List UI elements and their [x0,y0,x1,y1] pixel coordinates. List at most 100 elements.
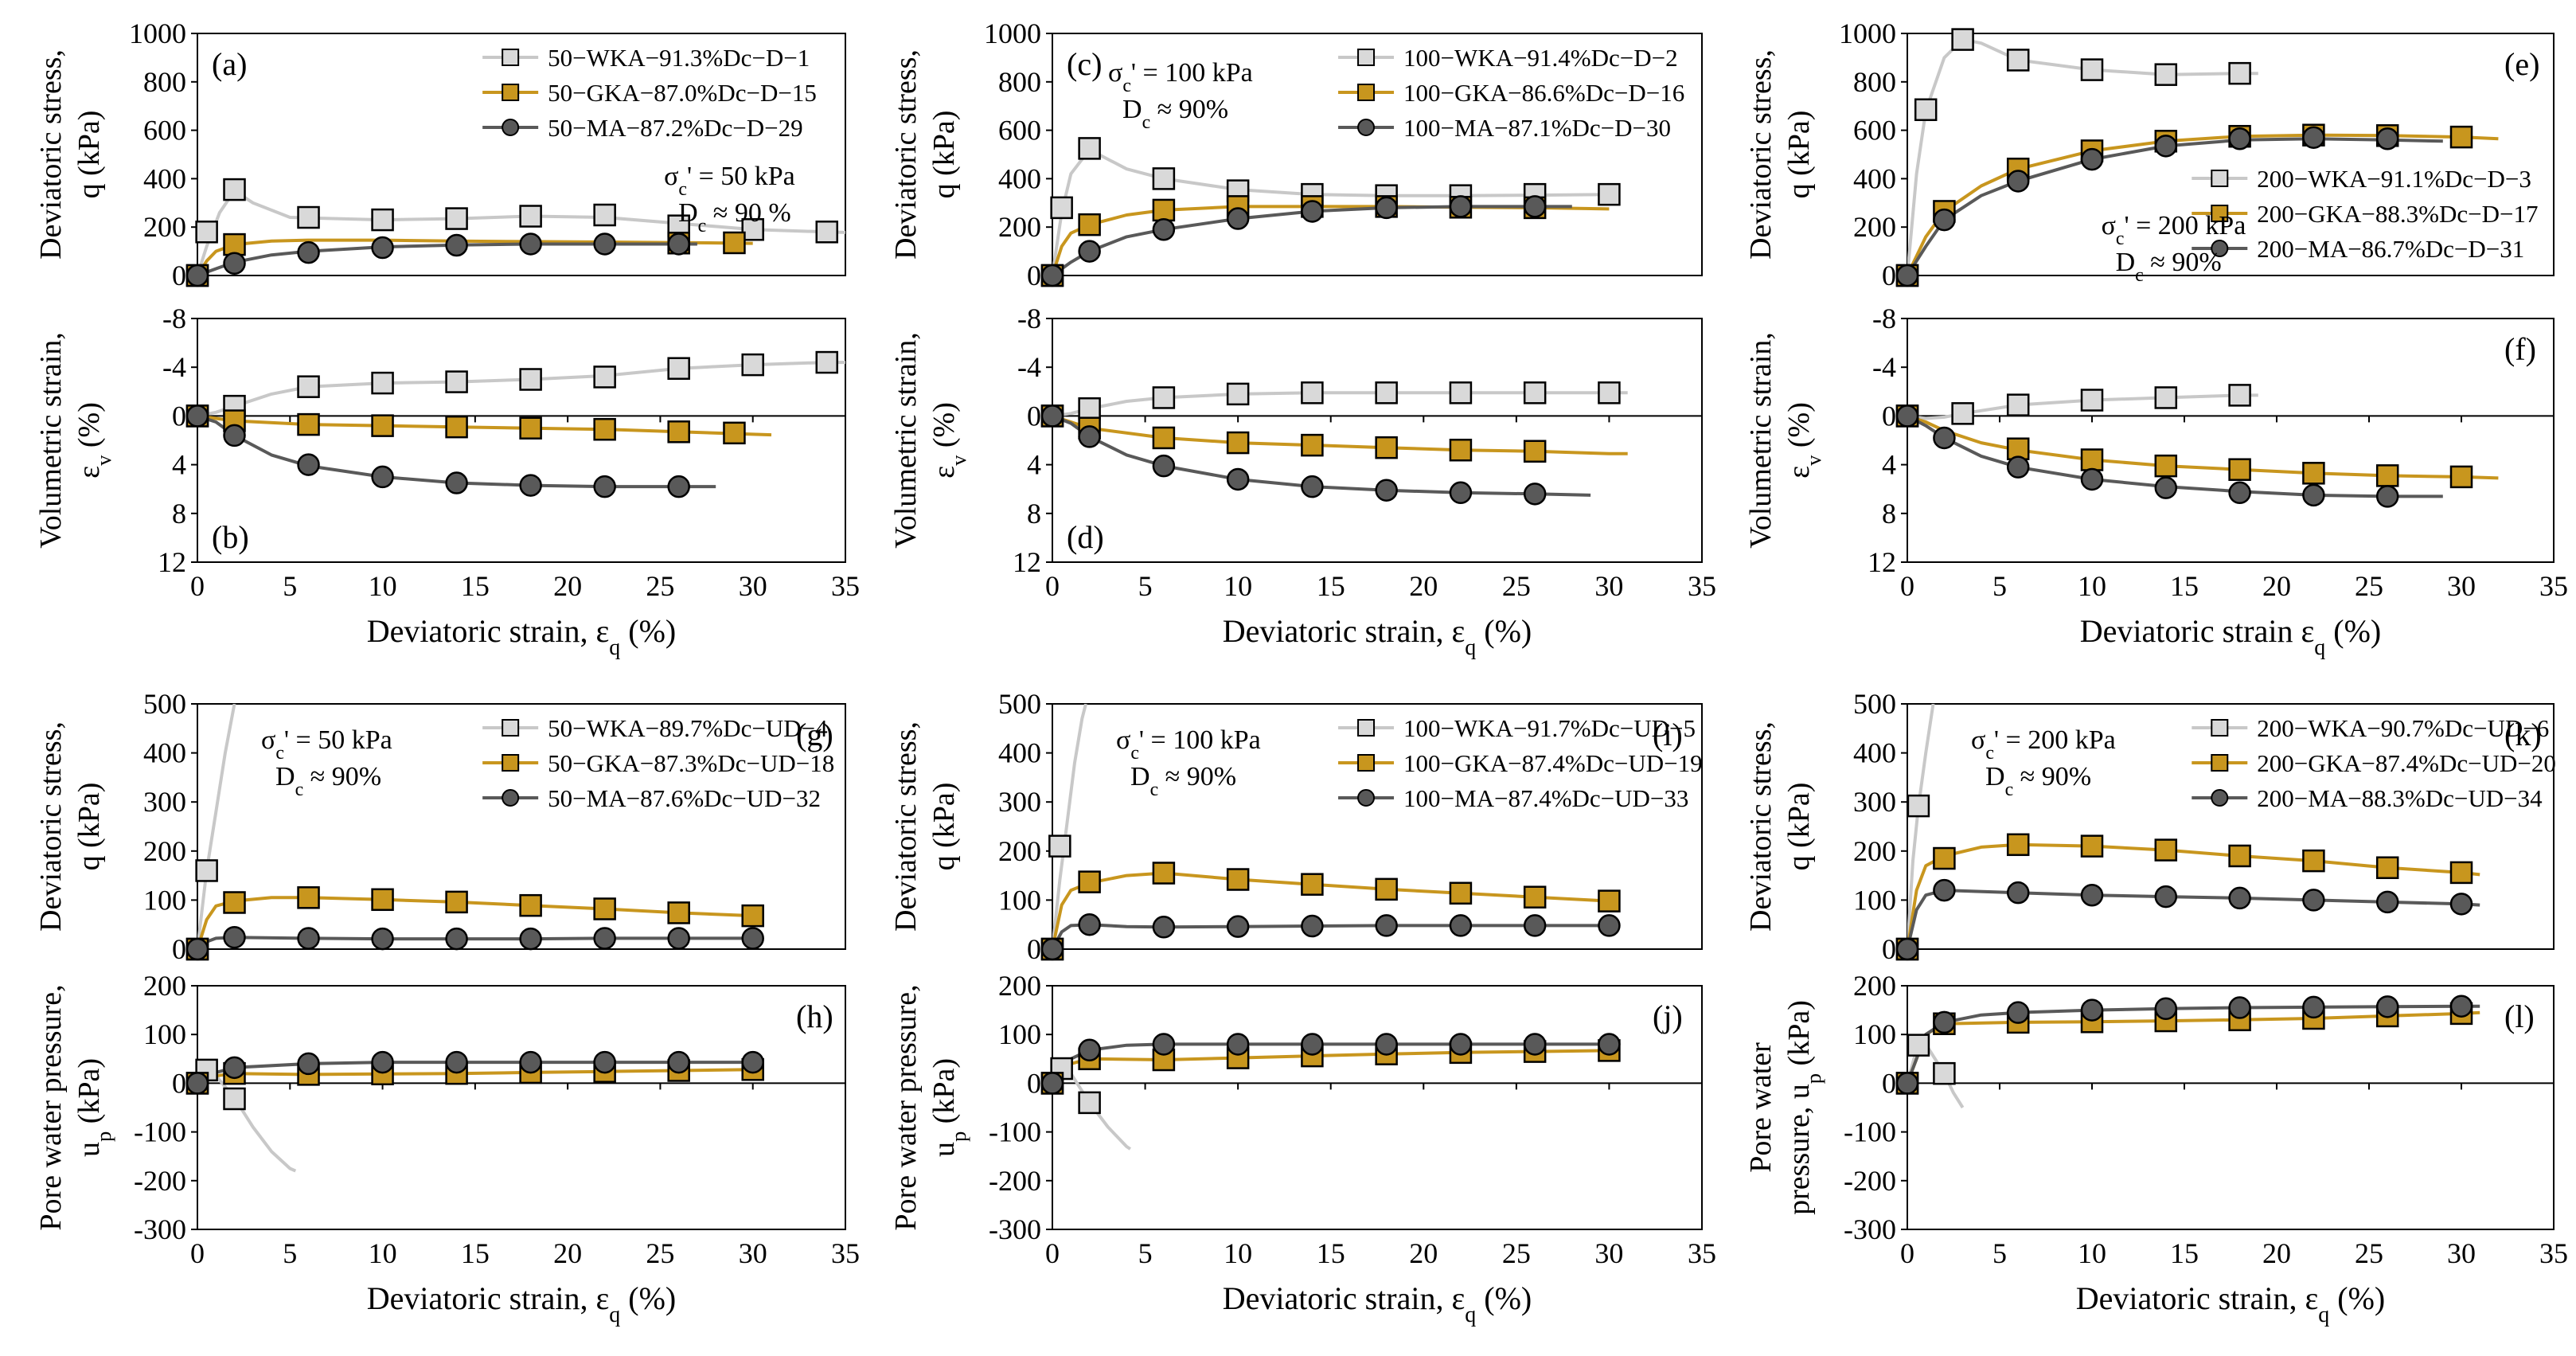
data-point-wka [593,365,616,389]
data-point-gka [2449,465,2473,489]
y-tick-label: -4 [1872,351,1896,383]
data-point-ma [185,937,209,961]
plot-frame [1907,318,2555,563]
y-tick-label: 0 [172,400,186,432]
y-tick-label: 100 [143,884,186,916]
data-point-ma [2375,485,2399,508]
data-point-wka [593,203,616,227]
series-area [1907,393,2499,498]
data-point-ma [1301,1033,1324,1056]
data-point-ma [667,927,690,950]
y-axis-label: Deviatoric stress, q (kPa) [34,49,106,260]
data-point-wka [2006,393,2030,416]
y-axis-label: Volumetric strain, εv (%) [34,332,115,549]
data-point-ma [2154,476,2178,499]
data-point-ma [2302,995,2325,1019]
data-point-gka [2449,861,2473,885]
y-axis-label-line1: Volumetric strain, [889,332,923,549]
data-point-wka [2080,58,2104,81]
data-point-gka [297,412,320,436]
x-tick-label: 5 [1992,570,2007,602]
data-point-wka [1078,1091,1101,1115]
x-tick-label: 5 [1992,1237,2007,1269]
data-point-ma [1449,914,1473,937]
data-point-wka [1375,381,1398,404]
data-point-wka [1598,182,1621,206]
data-point-ma [2154,997,2178,1021]
x-tick-label: 10 [369,570,397,602]
plot-frame [1052,985,1703,1230]
y-axis-label: Deviatoric stress, q (kPa) [889,49,961,260]
legend-entry: 100−WKA−91.7%Dc−UD−5 [1403,714,1696,742]
x-tick-label: 30 [739,570,767,602]
legend-entry: 100−GKA−86.6%Dc−D−16 [1403,79,1684,107]
data-point-gka [1449,438,1473,462]
data-point-ma [2302,483,2325,507]
data-point-wka [1598,381,1621,404]
y-tick-label: 300 [1853,786,1896,818]
data-point-ma [1226,467,1250,491]
data-point-gka [2302,462,2325,485]
y-tick-label: -4 [162,351,186,383]
y-axis-label-line1: Volumetric strain, [1744,332,1778,549]
data-point-ma [2006,170,2030,193]
data-point-wka [195,221,218,244]
annotation: σc' = 100 kPa [1108,58,1253,96]
x-axis-label: Deviatoric strain, εq (%) [1223,1280,1532,1327]
data-point-ma [1078,425,1101,448]
x-tick-label: 35 [1688,1237,1716,1269]
y-tick-label: 200 [1853,835,1896,867]
data-point-wka [223,178,246,201]
y-axis-label-line1: Deviatoric stress, [1744,721,1778,932]
y-axis-label: Deviatoric stress, q (kPa) [1744,49,1816,260]
data-point-gka [1301,433,1324,457]
data-point-wka [1226,382,1250,406]
y-axis-label: Deviatoric stress, q (kPa) [1744,721,1816,932]
legend: 50−WKA−91.3%Dc−D−1 50−GKA−87.0%Dc−D−15 50−… [482,44,817,142]
x-tick-label: 15 [2170,570,2199,602]
data-point-wka [1078,397,1101,420]
y-tick-label: -4 [1017,351,1041,383]
plot-frame [197,985,846,1230]
y-tick-label: 800 [143,66,186,98]
panel-j: -300 -200 -100 0 100 200 0 5 10 15 20 25 30 35 Pore wa… [889,970,1716,1327]
y-tick-label: -8 [1017,303,1041,334]
x-tick-label: 0 [190,570,205,602]
y-tick-label: 8 [172,498,186,530]
x-tick-label: 15 [1317,570,1345,602]
legend-entry: 50−WKA−89.7%Dc−UD−4 [548,714,828,742]
y-tick-label: 0 [1882,260,1896,291]
series-line-wka [197,189,845,275]
x-tick-label: 25 [646,1237,674,1269]
data-point-ma [741,1050,764,1074]
y-tick-label: 500 [143,688,186,720]
data-point-ma [2449,995,2473,1018]
data-point-ma [2006,881,2030,905]
legend-marker [1357,789,1376,807]
legend-marker [2211,754,2229,772]
data-point-ma [1895,1072,1919,1095]
data-point-gka [667,420,690,444]
data-point-ma [2080,883,2104,907]
x-tick-label: 25 [1502,1237,1531,1269]
y-tick-label: 1000 [984,18,1041,49]
y-tick-label: 200 [998,970,1041,1002]
y-tick-label: 400 [143,737,186,769]
series-area [197,704,763,949]
data-point-ma [1375,196,1398,220]
data-point-gka [1523,885,1547,909]
x-tick-label: 10 [2078,1237,2106,1269]
data-point-ma [1933,1010,1956,1034]
data-point-ma [1523,1033,1547,1056]
data-point-ma [1301,914,1324,938]
data-point-ma [2449,893,2473,916]
data-point-gka [2375,464,2399,487]
plot-frame [1052,33,1703,276]
panel-c: 0 200 400 600 800 1000 Deviatoric stress, q (kP… [889,18,1703,291]
data-point-gka [297,886,320,909]
data-point-wka [371,208,394,232]
y-tick-label: 100 [1853,1018,1896,1050]
y-tick-label: 0 [1027,1067,1041,1099]
data-point-wka [667,357,690,380]
y-tick-label: 200 [143,835,186,867]
